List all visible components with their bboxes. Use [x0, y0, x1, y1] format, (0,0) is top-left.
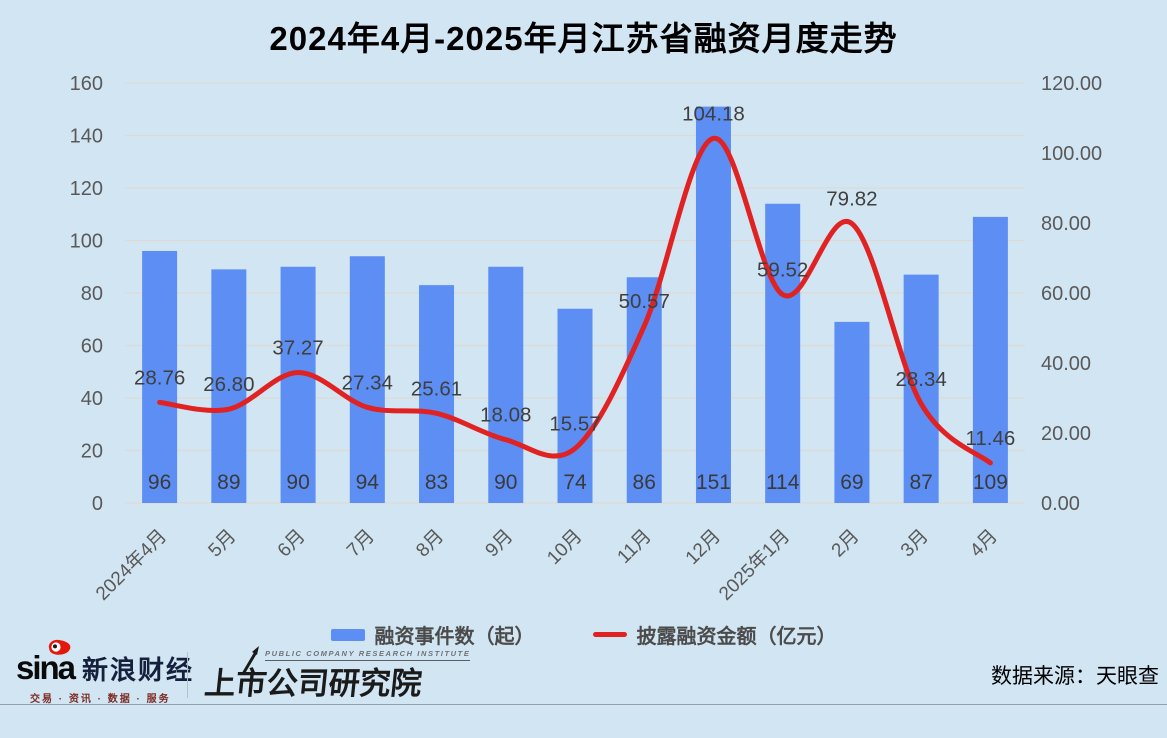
- bar-value-label: 87: [909, 471, 932, 494]
- y-axis-left-tick-label: 100: [70, 231, 103, 253]
- y-axis-right-tick-label: 120.00: [1041, 73, 1102, 95]
- sina-brand-name: 新浪财经: [82, 655, 195, 685]
- y-axis-right-tick-label: 0.00: [1041, 493, 1080, 515]
- institute-name-en: PUBLIC COMPANY RESEARCH INSTITUTE: [265, 649, 471, 661]
- x-axis-tick-label: 9月: [482, 526, 518, 562]
- bar-value-label: 83: [425, 471, 448, 494]
- line-value-label: 15.57: [549, 413, 600, 436]
- x-axis-tick-label: 12月: [682, 526, 725, 569]
- legend: 融资事件数（起） 披露融资金额（亿元）: [0, 620, 1167, 649]
- x-axis-tick-label: 11月: [614, 526, 656, 568]
- data-source-text: 数据来源：天眼查: [991, 665, 1159, 688]
- legend-item-line-series[interactable]: 披露融资金额（亿元）: [592, 620, 837, 649]
- bar-rect: [280, 266, 316, 503]
- y-axis-right-tick-label: 40.00: [1041, 353, 1091, 375]
- chart-canvas: 0 20 40 60 80 100 120 140 160 0.00 20.00 40.00 60.00…: [70, 73, 1103, 605]
- line-value-label: 28.76: [134, 366, 185, 389]
- bar-rect: [488, 266, 524, 503]
- bar-series-swatch-icon: [330, 628, 365, 641]
- bar-rect: [557, 308, 593, 503]
- arrow-up-right-icon: [239, 646, 263, 681]
- y-axis-right-tick-label: 100.00: [1041, 143, 1102, 165]
- bar-value-label: 74: [563, 471, 587, 494]
- sina-tagline: 交易 · 资讯 · 数据 · 服务: [30, 694, 171, 705]
- bar-value-label: 94: [356, 471, 380, 494]
- y-axis-right-tick-label: 60.00: [1041, 283, 1091, 305]
- line-value-label: 59.52: [757, 259, 808, 282]
- y-axis-left-tick-label: 20: [81, 441, 103, 463]
- bar-rect: [349, 256, 385, 503]
- bar-rect: [765, 203, 801, 503]
- bar-rect: [419, 285, 455, 503]
- line-value-label: 26.80: [203, 373, 254, 396]
- x-axis-tick-label: 2025年1月: [714, 525, 794, 605]
- bar-rect: [626, 277, 662, 503]
- x-axis-tick-label: 8月: [412, 526, 448, 562]
- x-axis-tick-label: 7月: [343, 526, 379, 562]
- line-value-label: 27.34: [342, 371, 393, 394]
- bar-value-label: 109: [973, 471, 1008, 494]
- line-value-label: 18.08: [480, 404, 531, 427]
- bar-rect: [834, 321, 870, 503]
- bar-rect: [142, 251, 178, 503]
- bar-value-label: 96: [148, 471, 171, 494]
- bar-series-label: 融资事件数（起）: [374, 626, 535, 648]
- x-axis-tick-label: 5月: [205, 526, 241, 562]
- bar-rect: [903, 274, 939, 503]
- line-series-path: [157, 135, 993, 466]
- y-axis-left-tick-label: 120: [70, 178, 103, 200]
- line-value-label: 79.82: [826, 188, 877, 211]
- institute-logo: PUBLIC COMPANY RESEARCH INSTITUTE 上市公司研究…: [202, 646, 471, 704]
- y-axis-left-tick-label: 0: [92, 493, 103, 515]
- line-value-label: 50.57: [619, 290, 670, 313]
- y-axis-left-tick-label: 80: [81, 283, 103, 305]
- y-axis-left-tick-label: 40: [81, 388, 103, 410]
- sina-wordmark: sina: [16, 649, 76, 686]
- y-axis-right-tick-label: 20.00: [1041, 423, 1091, 445]
- footer-vertical-divider: [187, 652, 188, 698]
- bar-value-label: 90: [286, 471, 309, 494]
- y-axis-left-tick-label: 60: [81, 336, 103, 358]
- x-axis-tick-label: 4月: [966, 526, 1002, 562]
- sina-logo: sina 新浪财经 交易 · 资讯 · 数据 · 服务: [16, 639, 195, 705]
- line-value-label: 25.61: [411, 377, 462, 400]
- line-value-label: 11.46: [965, 427, 1015, 450]
- line-value-label: 37.27: [272, 337, 323, 360]
- y-axis-right-tick-label: 80.00: [1041, 213, 1091, 235]
- institute-name-cn: 上市公司研究院: [202, 666, 424, 701]
- y-axis-left-tick-label: 160: [70, 73, 103, 95]
- bar-value-label: 69: [840, 471, 863, 494]
- bottom-divider: [0, 704, 1167, 705]
- sina-eye-icon: [46, 639, 72, 661]
- y-axis-left-tick-label: 140: [70, 126, 103, 148]
- bar-value-label: 90: [494, 471, 517, 494]
- x-axis-tick-label: 3月: [897, 526, 933, 562]
- chart-title: 2024年4月-2025年月江苏省融资月度走势: [269, 20, 898, 57]
- bar-value-label: 86: [633, 471, 656, 494]
- bar-rect: [695, 106, 731, 503]
- line-series-label: 披露融资金额（亿元）: [636, 626, 837, 648]
- bar-value-label: 89: [217, 471, 240, 494]
- bar-value-label: 114: [766, 471, 800, 494]
- line-series-swatch-icon: [592, 632, 627, 637]
- bar-rect: [211, 269, 247, 503]
- x-axis-tick-label: 10月: [543, 526, 586, 569]
- x-axis-tick-label: 2024年4月: [91, 525, 171, 605]
- x-axis-tick-label: 6月: [274, 526, 310, 562]
- legend-item-bar-series[interactable]: 融资事件数（起）: [330, 620, 535, 649]
- footer: sina 新浪财经 交易 · 资讯 · 数据 · 服务 PUBLIC COMPA…: [0, 639, 1167, 708]
- line-value-label: 28.34: [895, 368, 946, 391]
- line-value-label: 104.18: [682, 102, 745, 125]
- bar-value-label: 151: [696, 471, 731, 494]
- x-axis-tick-label: 2月: [828, 526, 864, 562]
